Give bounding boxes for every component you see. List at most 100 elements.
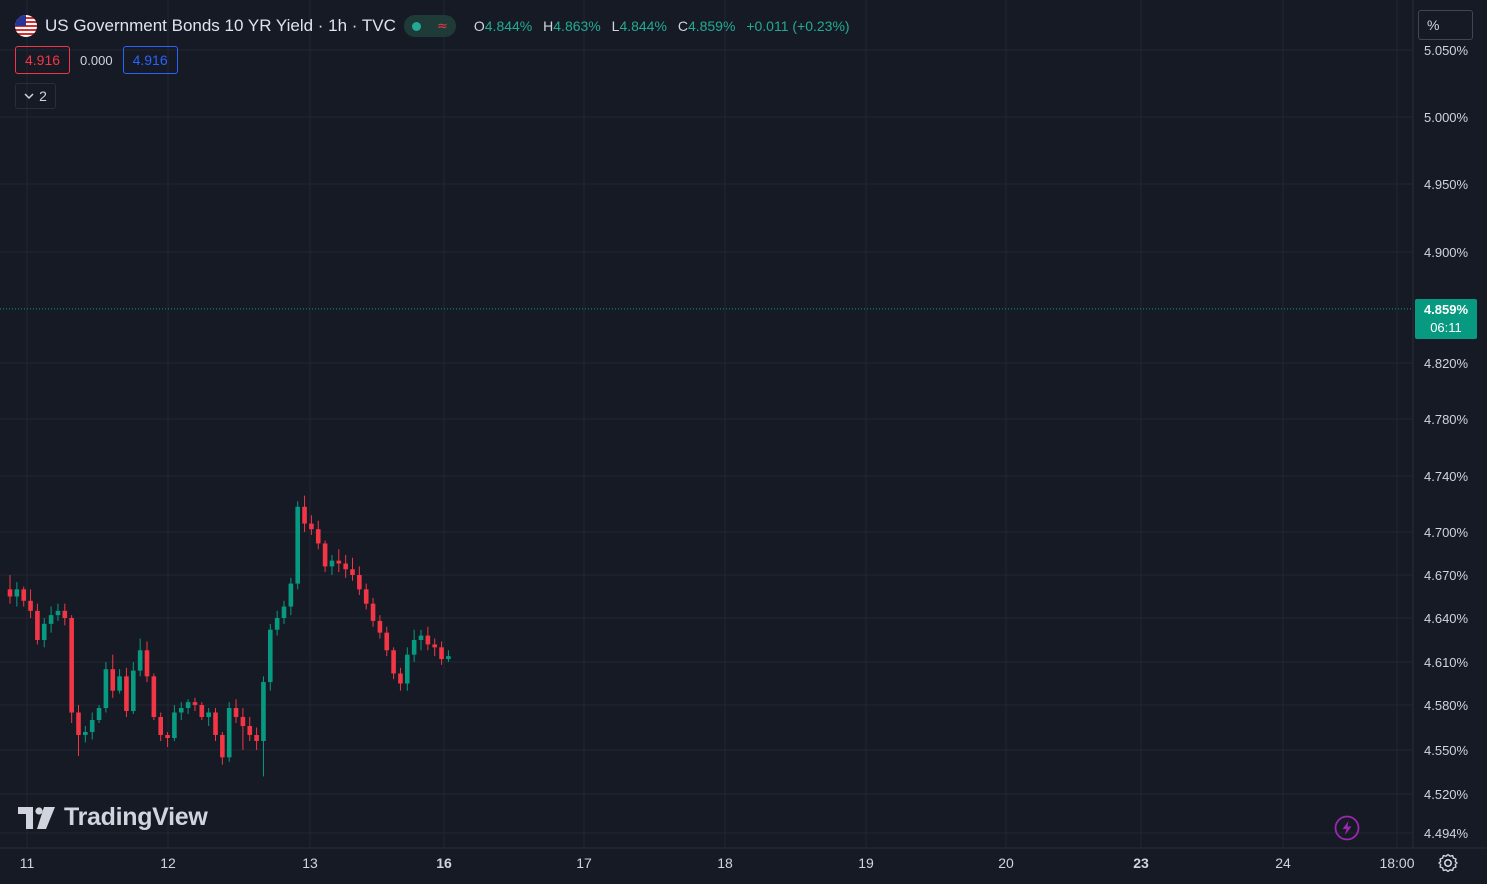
candle bbox=[240, 708, 246, 750]
candle-body bbox=[405, 654, 410, 684]
symbol-header: US Government Bonds 10 YR Yield · 1h · T… bbox=[15, 12, 857, 40]
candle bbox=[7, 575, 13, 604]
candle-body bbox=[62, 610, 68, 618]
candle bbox=[329, 554, 335, 575]
candle bbox=[21, 586, 26, 607]
candle-body bbox=[254, 735, 259, 741]
sell-button[interactable]: 4.916 bbox=[15, 46, 71, 74]
candle bbox=[48, 606, 54, 633]
candle-body bbox=[315, 529, 321, 544]
candle bbox=[117, 669, 122, 694]
candle bbox=[151, 673, 157, 720]
candle bbox=[343, 554, 348, 578]
candle bbox=[226, 702, 232, 762]
candle bbox=[302, 495, 307, 532]
price-tick-label: 4.640% bbox=[1424, 611, 1469, 626]
candle-body bbox=[137, 650, 143, 671]
delayed-data-icon: ≈ bbox=[436, 18, 448, 34]
candle-body bbox=[281, 606, 287, 618]
candle-body bbox=[439, 647, 444, 660]
candle bbox=[295, 501, 300, 590]
candle bbox=[274, 610, 280, 636]
close-label: C bbox=[677, 18, 688, 34]
settings-gear-icon[interactable] bbox=[1437, 852, 1459, 874]
candle-body bbox=[391, 650, 396, 674]
candle-body bbox=[110, 669, 116, 691]
candle-body bbox=[83, 732, 88, 735]
candle-body bbox=[28, 600, 33, 611]
time-tick-label: 18 bbox=[717, 855, 733, 871]
candle-body bbox=[384, 632, 390, 651]
indicators-count: 2 bbox=[39, 88, 47, 104]
low-label: L bbox=[611, 18, 620, 34]
candle-body bbox=[377, 620, 383, 633]
high-value: 4.863% bbox=[553, 18, 601, 34]
candle bbox=[131, 662, 136, 714]
candle-body bbox=[322, 543, 328, 567]
candle bbox=[446, 650, 451, 662]
candle-body bbox=[220, 735, 225, 758]
candle bbox=[185, 699, 191, 714]
price-tick-label: 4.740% bbox=[1424, 469, 1469, 484]
time-tick-label: 23 bbox=[1133, 855, 1149, 871]
candle-body bbox=[268, 629, 273, 683]
us-flag-icon bbox=[15, 15, 37, 37]
spread-value: 0.000 bbox=[80, 52, 113, 68]
candle bbox=[69, 615, 74, 723]
buy-button[interactable]: 4.916 bbox=[122, 46, 178, 74]
candle-body bbox=[432, 644, 437, 648]
candle-body bbox=[295, 506, 300, 584]
price-tick-label: 4.494% bbox=[1424, 826, 1469, 841]
lightning-icon[interactable] bbox=[1334, 815, 1360, 841]
candle bbox=[261, 676, 266, 777]
candle-body bbox=[398, 673, 403, 684]
price-tick-label: 4.520% bbox=[1424, 787, 1469, 802]
symbol-title[interactable]: US Government Bonds 10 YR Yield · 1h · T… bbox=[45, 16, 396, 35]
candle bbox=[124, 667, 129, 717]
candle-body bbox=[247, 726, 253, 735]
tradingview-logo[interactable]: TradingView bbox=[18, 803, 208, 832]
candle bbox=[220, 732, 225, 765]
candle-body bbox=[302, 506, 307, 524]
candle-body bbox=[336, 560, 342, 564]
candle-body bbox=[172, 712, 177, 738]
tradingview-mark-icon bbox=[18, 806, 55, 829]
candle bbox=[350, 557, 355, 581]
candle bbox=[206, 708, 211, 726]
price-unit-selector[interactable]: % bbox=[1418, 10, 1473, 40]
candle-body bbox=[418, 635, 424, 640]
candle-body bbox=[261, 682, 266, 741]
time-tick-label: 24 bbox=[1275, 855, 1291, 871]
price-tick-label: 4.670% bbox=[1424, 568, 1469, 583]
candle-body bbox=[55, 610, 61, 616]
candle bbox=[247, 717, 253, 741]
time-tick-label: 11 bbox=[20, 855, 35, 871]
indicators-toggle-button[interactable]: 2 bbox=[15, 83, 56, 109]
candle bbox=[439, 641, 444, 665]
candle bbox=[192, 697, 198, 711]
candle-body bbox=[350, 569, 355, 575]
candle bbox=[28, 589, 33, 618]
candle bbox=[370, 597, 376, 627]
chevron-down-icon bbox=[24, 92, 34, 99]
candle-body bbox=[165, 735, 170, 738]
candle-body bbox=[69, 618, 74, 713]
price-axis: 5.050% 5.000% 4.950% 4.900% 4.820% 4.780% 4.74… bbox=[1424, 43, 1469, 841]
time-tick-label: 13 bbox=[302, 855, 318, 871]
candles-layer bbox=[7, 495, 451, 777]
candle bbox=[309, 515, 314, 535]
candle-body bbox=[158, 717, 163, 735]
low-value: 4.844% bbox=[619, 18, 667, 34]
candle-body bbox=[35, 610, 40, 640]
open-label: O bbox=[473, 18, 485, 34]
candle-body bbox=[274, 618, 280, 630]
candle-body bbox=[446, 656, 451, 660]
time-tick-label: 19 bbox=[858, 855, 874, 871]
market-status-icon[interactable]: ≈ bbox=[403, 15, 456, 37]
candle bbox=[315, 520, 321, 550]
candle bbox=[158, 712, 163, 741]
candle-body bbox=[206, 712, 211, 717]
candle bbox=[425, 626, 431, 651]
price-tick-label: 5.050% bbox=[1424, 43, 1469, 58]
